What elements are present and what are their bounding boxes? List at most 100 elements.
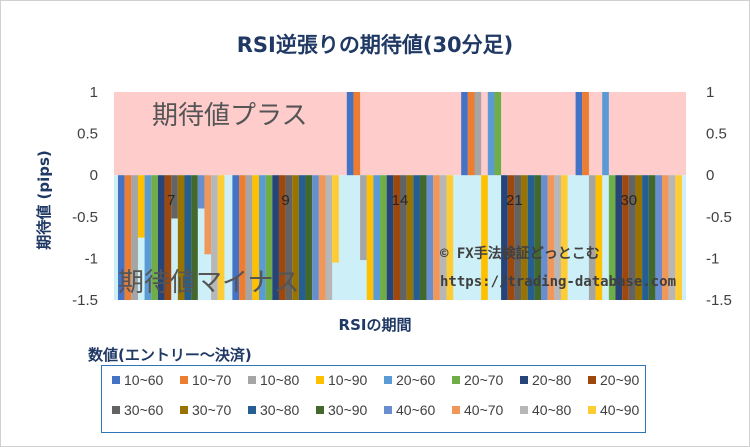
bar [615, 175, 623, 300]
bar [164, 175, 172, 300]
legend-item: 10~70 [180, 372, 231, 388]
bar [541, 175, 548, 300]
chart-title: RSI逆張りの期待値(30分足) [237, 33, 514, 57]
bar [346, 92, 354, 176]
legend-label: 30~70 [192, 402, 232, 418]
bar [197, 175, 205, 209]
legend-swatch [316, 406, 324, 414]
bar [655, 175, 663, 300]
legend-swatch [180, 376, 188, 384]
bar [622, 175, 629, 300]
bar [494, 92, 502, 176]
legend-item: 40~60 [384, 402, 435, 418]
watermark-line1: © FX手法検証どっとこむ [440, 245, 600, 262]
legend-item: 20~70 [452, 372, 503, 388]
bar [353, 92, 361, 176]
bar [124, 175, 132, 300]
legend-item: 40~90 [588, 402, 639, 418]
bar [675, 175, 682, 300]
legend-label: 10~80 [260, 372, 300, 388]
bar [211, 175, 218, 300]
legend-label: 20~80 [532, 372, 572, 388]
bar [272, 175, 279, 300]
bar [393, 175, 400, 300]
bar [131, 175, 138, 300]
legend-item: 20~80 [520, 372, 571, 388]
bar [514, 175, 522, 300]
category-label: 14 [392, 192, 409, 209]
legend-label: 40~80 [532, 402, 572, 418]
bar [648, 175, 656, 300]
bar [582, 92, 589, 176]
legend-swatch [248, 406, 256, 414]
y2-tick-label: 0.5 [706, 126, 727, 143]
bar [191, 175, 198, 300]
bar [628, 175, 636, 300]
y-tick-label: 1 [90, 84, 98, 101]
watermark-line2: https://trading-database.com [440, 274, 676, 290]
y2-tick-label: 1 [706, 84, 714, 101]
bar [217, 175, 225, 300]
legend-swatch [384, 376, 392, 384]
y-tick-label: 0 [90, 167, 98, 184]
bar [461, 92, 468, 176]
legend-label: 20~90 [600, 372, 640, 388]
bar [560, 175, 568, 300]
bar [157, 175, 165, 300]
legend-swatch [112, 406, 120, 414]
legend-swatch [180, 406, 188, 414]
bar [204, 175, 212, 255]
y2-tick-label: 0 [706, 167, 714, 184]
bar [534, 175, 541, 300]
legend-swatch [248, 376, 256, 384]
bar [481, 175, 488, 300]
legend-item: 30~60 [112, 402, 163, 418]
legend-swatch [384, 406, 392, 414]
category-label: 9 [281, 192, 289, 209]
legend-swatch [316, 376, 324, 384]
minus-region-label: 期待値マイナス [118, 268, 299, 298]
bar [239, 175, 246, 300]
legend-title: 数値(エントリー～決済) [88, 346, 252, 364]
bar [380, 175, 387, 300]
plus-region-label: 期待値プラス [152, 101, 307, 131]
bar [507, 175, 515, 300]
bar [285, 175, 293, 300]
legend-item: 10~80 [248, 372, 299, 388]
legend-label: 30~90 [328, 402, 368, 418]
legend-swatch [452, 376, 460, 384]
bar [252, 175, 259, 300]
bar [373, 175, 381, 300]
bar [298, 175, 306, 300]
y-tick-label: -0.5 [72, 209, 98, 226]
legend: 10~60 10~70 10~80 10~90 20~60 20~70 20~80 20~90… [101, 365, 646, 433]
legend-item: 20~60 [384, 372, 435, 388]
y-tick-label: 0.5 [77, 126, 98, 143]
bar [467, 92, 475, 176]
legend-item: 10~60 [112, 372, 163, 388]
legend-label: 30~60 [124, 402, 164, 418]
bar [245, 175, 253, 300]
legend-label: 10~60 [124, 372, 164, 388]
legend-label: 40~60 [396, 402, 436, 418]
bar [635, 175, 643, 300]
bar [501, 175, 508, 300]
bar [547, 175, 555, 300]
bar [318, 175, 326, 300]
bar [527, 175, 535, 300]
bar [426, 175, 434, 300]
bar [419, 175, 427, 300]
bar [554, 175, 561, 300]
bar [118, 175, 125, 300]
bar [446, 175, 454, 300]
bar [278, 175, 286, 300]
bar [588, 175, 596, 300]
bar [406, 175, 414, 300]
bar [413, 175, 420, 300]
bar [668, 175, 676, 300]
bar [521, 175, 528, 300]
bar [642, 175, 649, 300]
bar [325, 175, 333, 300]
legend-item: 30~80 [248, 402, 299, 418]
